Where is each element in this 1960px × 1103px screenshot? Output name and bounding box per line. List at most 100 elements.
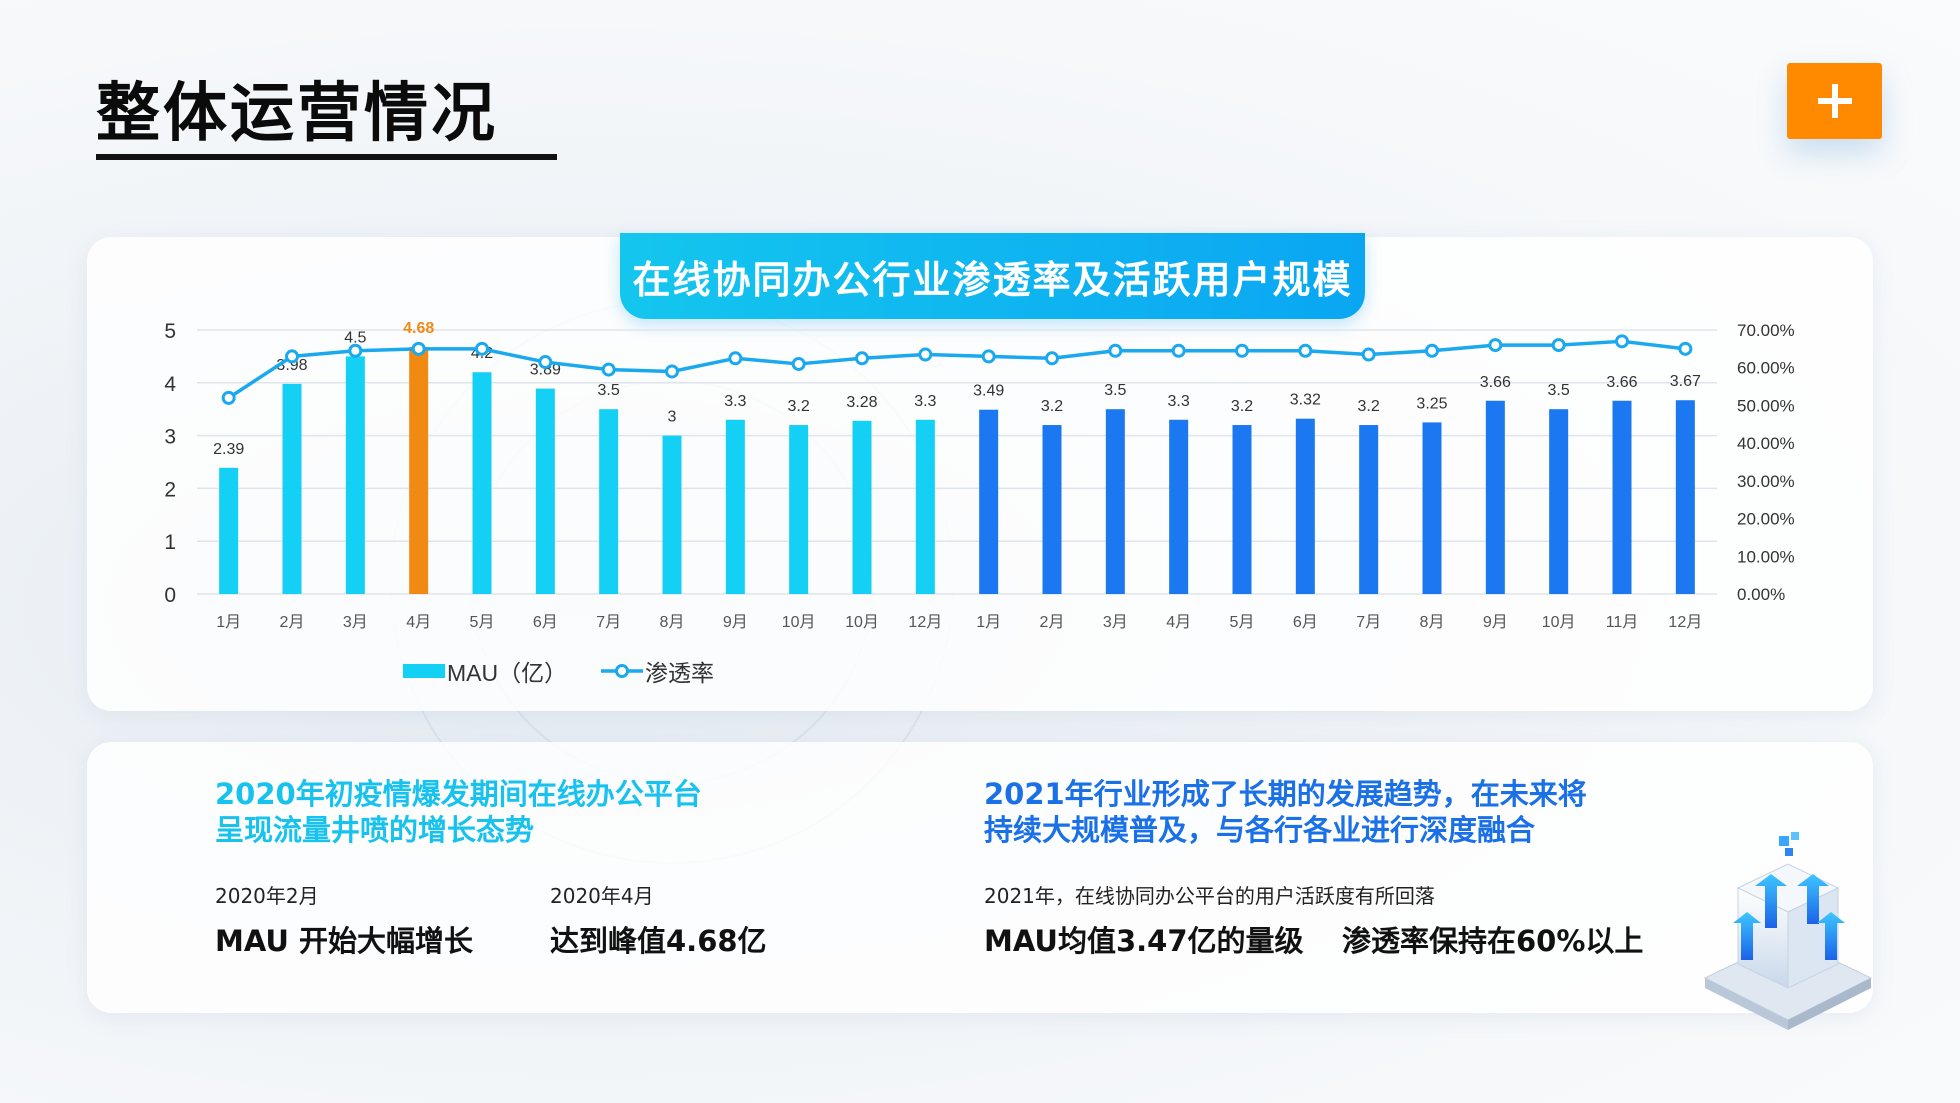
right-headline-line-1: 2021年行业形成了长期的发展趋势，在未来将 [984,777,1587,811]
bar [1485,400,1505,594]
bar-data-label: 3.32 [1290,392,1321,409]
fact-mau-peak: 达到峰值4.68亿 [550,924,767,958]
x-tick-label: 4月 [406,614,431,631]
line-point [1171,343,1186,358]
bar-data-label: 3.5 [598,382,620,399]
legend-swatch-mau [403,664,445,678]
x-tick-label: 2月 [1040,614,1065,631]
add-button[interactable] [1787,63,1882,139]
line-point [1425,343,1439,358]
x-tick-label: 11月 [1606,614,1639,631]
line-series-penetration [227,339,1686,400]
bar-data-label: 3 [668,409,677,426]
x-tick-label: 7月 [596,614,621,631]
chart-title: 在线协同办公行业渗透率及活跃用户规模 [632,257,1353,302]
x-tick-label: 9月 [1483,614,1508,631]
x-tick-label: 3月 [343,614,368,631]
growth-cube-icon [1703,832,1873,1030]
bar-data-label: 3.2 [1041,398,1063,415]
bar-data-label: 3.28 [846,394,877,411]
plus-icon [1817,84,1852,118]
left-headline-line-2: 呈现流量井喷的增长态势 [215,813,535,847]
line-point [285,349,299,364]
fact-mau-growth: MAU 开始大幅增长 [215,924,474,958]
line-point [1678,341,1693,356]
bar-data-label: 4.68 [403,320,434,337]
bar [535,388,555,594]
bar-data-label: 3.25 [1416,395,1447,412]
bar-data-label: 3.89 [530,362,561,379]
line-point [1615,334,1629,349]
x-tick-label: 9月 [723,614,748,631]
bar [1232,425,1252,594]
combo-chart: 0123450.00%10.00%20.00%30.00%40.00%50.00… [164,320,1795,686]
info-panel [87,742,1873,1013]
x-tick-label: 10月 [782,614,816,631]
y2-tick-label: 70.00% [1737,321,1795,340]
line-point [601,362,616,377]
bar-data-label: 3.3 [914,393,936,410]
bar-data-label: 3.3 [724,393,746,410]
right-headline: 2021年行业形成了长期的发展趋势，在未来将 持续大规模普及，与各行各业进行深度… [984,776,1587,848]
y2-tick-label: 0.00% [1737,585,1785,604]
bar-data-label: 3.2 [1358,398,1380,415]
bar [1042,425,1062,594]
line-point [538,355,553,370]
bar [852,420,872,594]
x-tick-label: 10月 [845,614,879,631]
bar [345,356,365,594]
line-point [1235,343,1249,358]
legend-marker-penetration [615,664,629,678]
legend-label-mau: MAU（亿） [447,660,567,686]
bar [282,383,302,594]
x-tick-label: 5月 [470,614,495,631]
x-tick-label: 5月 [1230,614,1255,631]
x-tick-label: 7月 [1356,614,1381,631]
bar [472,372,492,594]
x-tick-label: 12月 [1668,614,1702,631]
y2-tick-label: 10.00% [1737,547,1795,566]
x-tick-label: 1月 [976,614,1001,631]
line-point [665,364,679,379]
label-2021: 2021年，在线协同办公平台的用户活跃度有所回落 [984,884,1435,908]
x-tick-label: 3月 [1103,614,1128,631]
y-tick-label: 2 [164,478,176,501]
bar-data-label: 3.49 [973,383,1004,400]
bar [979,409,999,594]
bar [1295,418,1315,594]
right-headline-line-2: 持续大规模普及，与各行各业进行深度融合 [984,813,1536,847]
line-point [1045,351,1059,366]
line-point [918,347,933,362]
bar [1105,409,1125,594]
bar-data-label: 3.5 [1104,382,1126,399]
bar-data-label: 3.2 [788,398,810,415]
y2-tick-label: 20.00% [1737,510,1795,529]
label-2020-feb: 2020年2月 [215,884,319,908]
y2-tick-label: 50.00% [1737,396,1795,415]
left-headline: 2020年初疫情爆发期间在线办公平台 呈现流量井喷的增长态势 [215,776,702,848]
line-point [221,390,236,405]
line-point [981,349,996,364]
y-tick-label: 0 [164,584,176,607]
fact-penetration: 渗透率保持在60%以上 [1342,924,1644,958]
bar [1359,425,1379,594]
bar [599,409,619,594]
left-headline-line-1: 2020年初疫情爆发期间在线办公平台 [215,777,702,811]
line-point [1488,338,1503,353]
bar-data-label: 3.67 [1670,373,1701,390]
bar [1675,400,1695,594]
x-tick-label: 1月 [216,614,241,631]
line-point [1551,338,1566,353]
x-tick-label: 8月 [660,614,685,631]
x-tick-label: 6月 [533,614,558,631]
bar-data-label: 3.5 [1548,382,1570,399]
y2-tick-label: 60.00% [1737,359,1795,378]
y-tick-label: 4 [164,373,176,396]
line-point [348,343,363,358]
fact-mau-average: MAU均值3.47亿的量级 [984,924,1304,958]
bar [662,435,682,594]
y-tick-label: 1 [164,531,176,554]
y2-tick-label: 40.00% [1737,434,1795,453]
bar [219,467,239,594]
label-2020-apr: 2020年4月 [550,884,654,908]
